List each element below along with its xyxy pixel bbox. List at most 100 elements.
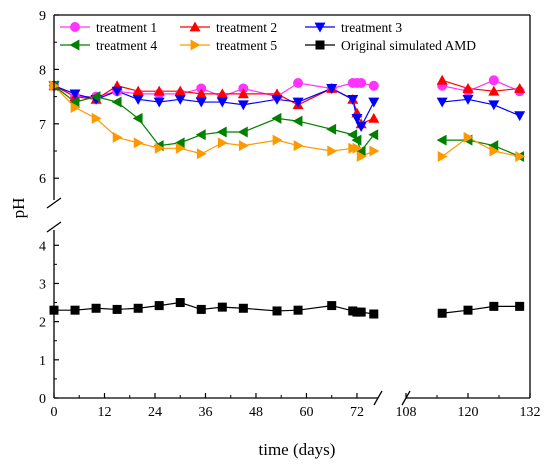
series-1-line-2 bbox=[442, 79, 520, 92]
series-5-point-15 bbox=[352, 142, 363, 154]
series-3-point-9 bbox=[216, 97, 228, 108]
series-3-point-19 bbox=[462, 94, 474, 105]
series-1-point-16 bbox=[356, 78, 367, 89]
series-6-point-10 bbox=[238, 303, 248, 313]
series-6-point-16 bbox=[356, 307, 366, 317]
y-break-mark-2 bbox=[46, 197, 62, 209]
series-3-point-4 bbox=[111, 86, 123, 97]
legend-marker-4 bbox=[69, 39, 80, 51]
series-5-point-5 bbox=[133, 137, 144, 149]
series-3-point-21 bbox=[514, 111, 526, 122]
legend-label-5: treatment 5 bbox=[216, 38, 277, 53]
series-3-point-2 bbox=[69, 89, 81, 100]
series-2-point-5 bbox=[132, 85, 144, 96]
series-5-line-2 bbox=[441, 136, 520, 158]
series-6-point-19 bbox=[463, 305, 473, 315]
series-6-point-13 bbox=[327, 301, 337, 311]
series-5-point-11 bbox=[272, 134, 283, 146]
series-3-point-14 bbox=[347, 94, 359, 105]
series-2-point-21 bbox=[514, 82, 526, 93]
series-6-point-3 bbox=[91, 303, 101, 313]
series-5-point-12 bbox=[293, 140, 304, 152]
axes bbox=[46, 14, 531, 406]
series-1-point-17 bbox=[368, 80, 379, 91]
legend-marker-6 bbox=[315, 40, 325, 50]
y-tick-label-9: 9 bbox=[39, 9, 46, 24]
series-4-point-12 bbox=[292, 115, 303, 127]
series-4-line-2 bbox=[442, 139, 520, 158]
x-tick-label-1: 0 bbox=[51, 405, 58, 420]
x-axis-title: time (days) bbox=[259, 440, 336, 459]
series-3-point-20 bbox=[488, 100, 500, 111]
series-4-point-9 bbox=[216, 126, 227, 138]
series-2-point-10 bbox=[237, 88, 249, 99]
series-3-point-15 bbox=[351, 113, 363, 124]
series-2-point-18 bbox=[436, 74, 448, 85]
series-4-point-8 bbox=[195, 129, 206, 141]
series-3-point-11 bbox=[271, 94, 283, 105]
y-axis-title: pH bbox=[9, 198, 28, 219]
series-5-point-17 bbox=[369, 145, 380, 157]
series-4-point-18 bbox=[436, 134, 447, 146]
series-5-point-4 bbox=[112, 131, 123, 143]
y-tick-label-1: 0 bbox=[39, 392, 46, 407]
x-tick-label-3: 24 bbox=[148, 405, 162, 420]
y-tick-label-2: 1 bbox=[39, 354, 46, 369]
series-2-line-2 bbox=[441, 79, 520, 92]
series-6-point-4 bbox=[112, 304, 122, 314]
series-1-point-20 bbox=[488, 75, 499, 86]
series-6-point-6 bbox=[154, 301, 164, 311]
series-5-point-20 bbox=[489, 145, 500, 157]
series-4-point-3 bbox=[90, 91, 101, 103]
y-tick-label-6: 6 bbox=[39, 172, 46, 187]
series-2-point-9 bbox=[216, 88, 228, 99]
series-6-point-12 bbox=[293, 305, 303, 315]
series-3-point-16 bbox=[355, 122, 367, 133]
series-4-point-16 bbox=[355, 145, 366, 157]
series-5-point-18 bbox=[437, 150, 448, 162]
series-5-point-6 bbox=[154, 142, 165, 154]
y-tick-label-3: 2 bbox=[39, 316, 46, 331]
x-tick-label-4: 36 bbox=[198, 405, 212, 420]
series-2-point-20 bbox=[488, 85, 500, 96]
series-6-point-7 bbox=[175, 298, 185, 308]
series-5-point-16 bbox=[356, 150, 367, 162]
series-4-point-2 bbox=[69, 96, 80, 108]
series-3-point-10 bbox=[237, 100, 249, 111]
legend-label-4: treatment 4 bbox=[96, 38, 157, 53]
series-6-point-8 bbox=[196, 304, 206, 314]
series-3-point-12 bbox=[292, 97, 304, 108]
x-tick-label-9: 120 bbox=[458, 405, 479, 420]
series-6-point-20 bbox=[489, 301, 499, 311]
x-break-mark-1 bbox=[373, 390, 383, 406]
series-5-point-3 bbox=[91, 112, 102, 124]
series-4-point-14 bbox=[347, 129, 358, 141]
x-tick-label-5: 48 bbox=[249, 405, 263, 420]
series-4-point-11 bbox=[271, 112, 282, 124]
series-3-point-7 bbox=[174, 94, 186, 105]
x-tick-label-8: 108 bbox=[396, 405, 417, 420]
series-5-point-21 bbox=[515, 150, 526, 162]
x-tick-label-2: 12 bbox=[97, 405, 111, 420]
y-tick-label-5: 4 bbox=[39, 239, 46, 254]
x-tick-label-7: 72 bbox=[350, 405, 364, 420]
series-4-point-4 bbox=[111, 96, 122, 108]
series-4-point-13 bbox=[326, 123, 337, 135]
series-6-line-2 bbox=[442, 305, 520, 314]
series-2-point-6 bbox=[153, 85, 165, 96]
series-4-point-17 bbox=[368, 129, 379, 141]
series-6-point-21 bbox=[515, 301, 525, 311]
x-tick-label-6: 60 bbox=[299, 405, 313, 420]
series-4-point-7 bbox=[174, 137, 185, 149]
series-3-point-5 bbox=[132, 94, 144, 105]
series-3-point-13 bbox=[326, 84, 338, 94]
series-3-line-2 bbox=[442, 98, 520, 117]
series-5-point-8 bbox=[196, 148, 207, 160]
series-6-point-11 bbox=[272, 306, 282, 316]
series-4-point-15 bbox=[351, 134, 362, 146]
series-4-point-10 bbox=[237, 126, 248, 138]
legend: treatment 1 treatment 2 treatment 3 treatme… bbox=[60, 20, 476, 53]
